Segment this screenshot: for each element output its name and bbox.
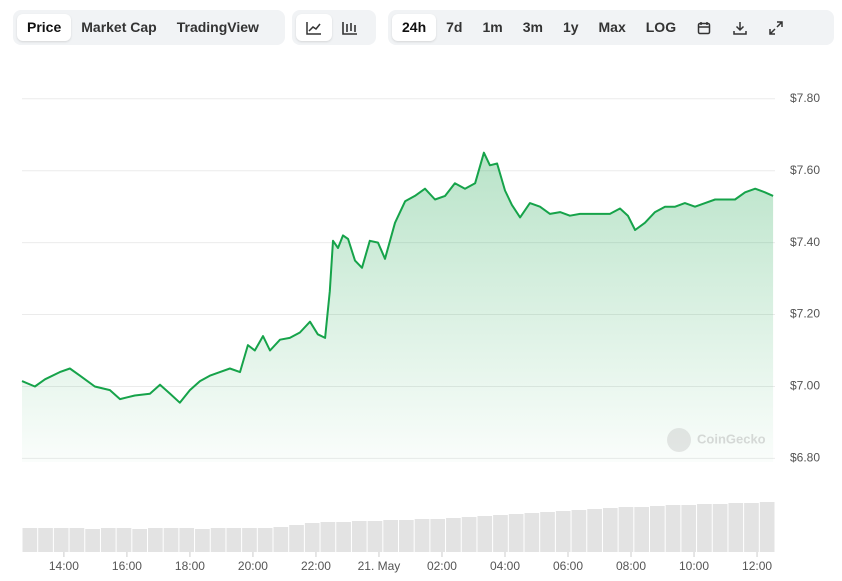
volume-bar (304, 523, 320, 552)
volume-bar (712, 504, 728, 552)
y-tick-label: $6.80 (790, 451, 820, 465)
icon (306, 21, 321, 35)
volume-bar (399, 520, 414, 552)
volume-bar (116, 528, 132, 552)
candle-icon[interactable] (332, 14, 368, 41)
x-tick-label: 14:00 (49, 559, 79, 573)
volume-bar (367, 521, 383, 552)
volume-bar (571, 510, 587, 552)
icon (342, 21, 357, 35)
x-tick-label: 08:00 (616, 559, 646, 573)
volume-bar (555, 511, 571, 552)
volume-bar (477, 516, 493, 552)
range[interactable]: Max (598, 19, 626, 35)
volume-bar (163, 528, 179, 552)
volume-bar (195, 529, 210, 552)
y-tick-label: $7.60 (790, 163, 820, 177)
range[interactable]: 3m (522, 19, 543, 35)
volume-bar (602, 508, 618, 552)
x-tick-label: 10:00 (679, 559, 709, 573)
volume-bar (69, 528, 85, 552)
volume-bar (414, 519, 430, 552)
y-tick-label: $7.00 (790, 379, 820, 393)
volume-bar (430, 519, 446, 552)
watermark-text: CoinGecko (697, 431, 766, 446)
volume-bar (132, 529, 147, 552)
icon (733, 21, 747, 35)
volume-bar (665, 505, 681, 552)
y-tick-label: $7.20 (790, 307, 820, 321)
volume-bar (179, 528, 195, 552)
download-icon[interactable] (722, 14, 758, 41)
volume-bar (461, 517, 477, 552)
chart-style (292, 10, 376, 45)
x-tick-label: 04:00 (490, 559, 520, 573)
volume-bar (618, 507, 634, 552)
volume-bar (289, 525, 304, 552)
x-tick-label: 22:00 (301, 559, 331, 573)
x-tick-label: 02:00 (427, 559, 457, 573)
volume-bar (242, 528, 257, 552)
volume-bar (508, 514, 524, 552)
volume-bar (336, 522, 351, 552)
icon (697, 21, 711, 34)
watermark: CoinGecko (667, 428, 766, 452)
y-tick-label: $7.40 (790, 235, 820, 249)
volume-bar (759, 502, 775, 552)
volume-bar (493, 515, 508, 552)
x-tick-label: 21. May (358, 559, 401, 573)
x-tick-label: 18:00 (175, 559, 205, 573)
range-tabs: 24h 7d 1m 3m 1y Max LOG (388, 10, 834, 45)
volume-bar (524, 513, 540, 552)
volume-bar (38, 528, 53, 552)
fullscreen-icon[interactable] (758, 14, 794, 41)
volume-bar (100, 528, 116, 552)
x-tick-label: 16:00 (112, 559, 142, 573)
line-icon[interactable] (296, 14, 332, 41)
range[interactable]: 24h (392, 14, 437, 41)
icon (769, 20, 783, 35)
price-line (21, 151, 774, 404)
volume-bar (210, 528, 226, 552)
volume-bar (540, 512, 555, 552)
tab[interactable]: Market Cap (81, 19, 157, 35)
volume-bar (681, 505, 697, 552)
range[interactable]: 7d (446, 19, 463, 35)
volume-bar (728, 503, 744, 552)
volume-bar (650, 506, 665, 552)
y-tick-label: $7.80 (790, 91, 820, 105)
volume-bar (744, 503, 759, 552)
range[interactable]: LOG (645, 19, 677, 35)
volume-bar (273, 527, 289, 552)
volume-bar (85, 529, 100, 552)
volume-bar (22, 528, 38, 552)
range[interactable]: 1y (562, 19, 579, 35)
tab[interactable]: TradingView (176, 19, 259, 35)
volume-bar (587, 509, 602, 552)
volume-bar (148, 528, 163, 552)
volume-bar (226, 528, 242, 552)
volume-bar (634, 507, 649, 552)
x-tick-label: 12:00 (742, 559, 772, 573)
area-fill (22, 152, 774, 462)
calendar-icon[interactable] (686, 14, 722, 41)
x-tick-label: 06:00 (553, 559, 583, 573)
x-tick-label: 20:00 (238, 559, 268, 573)
volume-bar (53, 528, 69, 552)
volume-bar (446, 518, 461, 552)
volume-bar (320, 522, 336, 552)
view-tabs: Price Market Cap TradingView (13, 10, 285, 45)
volume-bar (697, 504, 712, 552)
range[interactable]: 1m (482, 19, 503, 35)
volume-bar (383, 520, 398, 552)
volume-bar (257, 528, 273, 552)
tab[interactable]: Price (17, 14, 72, 41)
volume-bar (351, 521, 367, 552)
